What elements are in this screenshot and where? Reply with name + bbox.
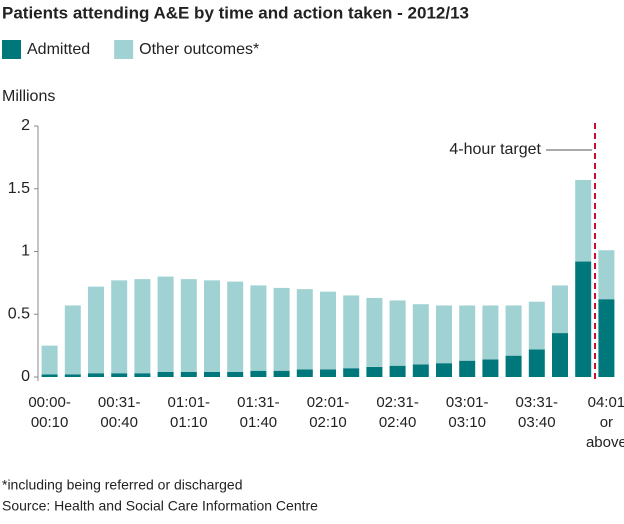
chart-title: Patients attending A&E by time and actio… bbox=[2, 3, 469, 22]
bar-segment bbox=[436, 363, 452, 377]
bar-segment bbox=[598, 250, 615, 300]
legend-label: Admitted bbox=[27, 41, 90, 58]
bar-segment bbox=[575, 261, 592, 377]
bar-segment bbox=[88, 286, 104, 374]
bar-segment bbox=[343, 295, 360, 369]
x-tick-label: 03:31- 03:40 bbox=[515, 394, 559, 431]
bar-segment bbox=[157, 276, 174, 372]
bar-segment bbox=[366, 297, 383, 367]
bar-segment bbox=[389, 365, 406, 377]
bar-segment bbox=[273, 287, 290, 371]
bar-segment bbox=[273, 370, 290, 377]
bar-segment bbox=[134, 279, 151, 374]
bar-segment bbox=[64, 374, 81, 377]
bar-segment bbox=[482, 359, 499, 377]
bar-segment bbox=[575, 179, 592, 262]
bar-segment bbox=[412, 304, 429, 365]
bar-segment bbox=[250, 285, 267, 371]
bar-segment bbox=[528, 349, 545, 377]
bar-segment bbox=[111, 280, 128, 374]
x-tick-label: 00:31- 00:40 bbox=[97, 394, 141, 431]
bar-segment bbox=[343, 368, 360, 377]
y-tick-label: 0 bbox=[21, 368, 30, 385]
bar-segment bbox=[552, 333, 568, 377]
x-tick-label: 01:01- 01:10 bbox=[167, 394, 211, 431]
bar-segment bbox=[412, 364, 429, 377]
bar-segment bbox=[436, 305, 452, 364]
bar-segment bbox=[204, 280, 220, 372]
legend-swatch bbox=[114, 40, 134, 59]
bar-segment bbox=[88, 373, 104, 377]
x-tick-label: 01:31- 01:40 bbox=[237, 394, 280, 431]
bar-segment bbox=[320, 291, 336, 370]
bar-segment bbox=[505, 305, 522, 356]
y-tick-label: 0.5 bbox=[8, 305, 30, 322]
bar-segment bbox=[227, 281, 244, 372]
x-tick-label: 03:01- 03:10 bbox=[445, 394, 489, 431]
y-tick-label: 1 bbox=[21, 243, 30, 260]
bar-segment bbox=[552, 285, 568, 334]
x-tick-label: 00:00- 00:10 bbox=[28, 394, 71, 431]
bar-segment bbox=[180, 371, 197, 377]
bar-segment bbox=[296, 289, 313, 370]
bar-segment bbox=[528, 301, 545, 350]
bar-segment bbox=[389, 300, 406, 366]
bar-segment bbox=[41, 345, 58, 375]
footnote: *including being referred or discharged bbox=[2, 477, 242, 493]
bar-segment bbox=[459, 360, 476, 377]
bar-segment bbox=[505, 355, 522, 377]
bar-segment bbox=[111, 373, 128, 377]
source: Source: Health and Social Care Informati… bbox=[2, 498, 318, 514]
bar-segment bbox=[459, 305, 476, 361]
bar-segment bbox=[157, 371, 174, 377]
x-tick-label: 04:01 or above bbox=[585, 394, 624, 451]
legend-label: Other outcomes* bbox=[139, 41, 259, 58]
bar-segment bbox=[482, 305, 499, 360]
bar-segment bbox=[41, 374, 58, 377]
bar-segment bbox=[64, 305, 81, 375]
bar-segment bbox=[134, 373, 151, 377]
bar-segment bbox=[296, 369, 313, 377]
legend-swatch bbox=[2, 40, 21, 59]
x-tick-label: 02:31- 02:40 bbox=[376, 394, 419, 431]
y-axis-label: Millions bbox=[2, 88, 55, 105]
bar-segment bbox=[250, 370, 267, 377]
bar-segment bbox=[598, 299, 615, 377]
annotation: 4-hour target bbox=[449, 141, 541, 158]
x-tick-label: 02:01- 02:10 bbox=[306, 394, 350, 431]
bar-segment bbox=[366, 366, 383, 377]
y-tick-label: 1.5 bbox=[8, 180, 30, 197]
bar-segment bbox=[180, 279, 197, 372]
bar-segment bbox=[227, 371, 244, 377]
bar-segment bbox=[204, 371, 220, 377]
bar-segment bbox=[320, 369, 336, 377]
y-tick-label: 2 bbox=[21, 117, 30, 134]
